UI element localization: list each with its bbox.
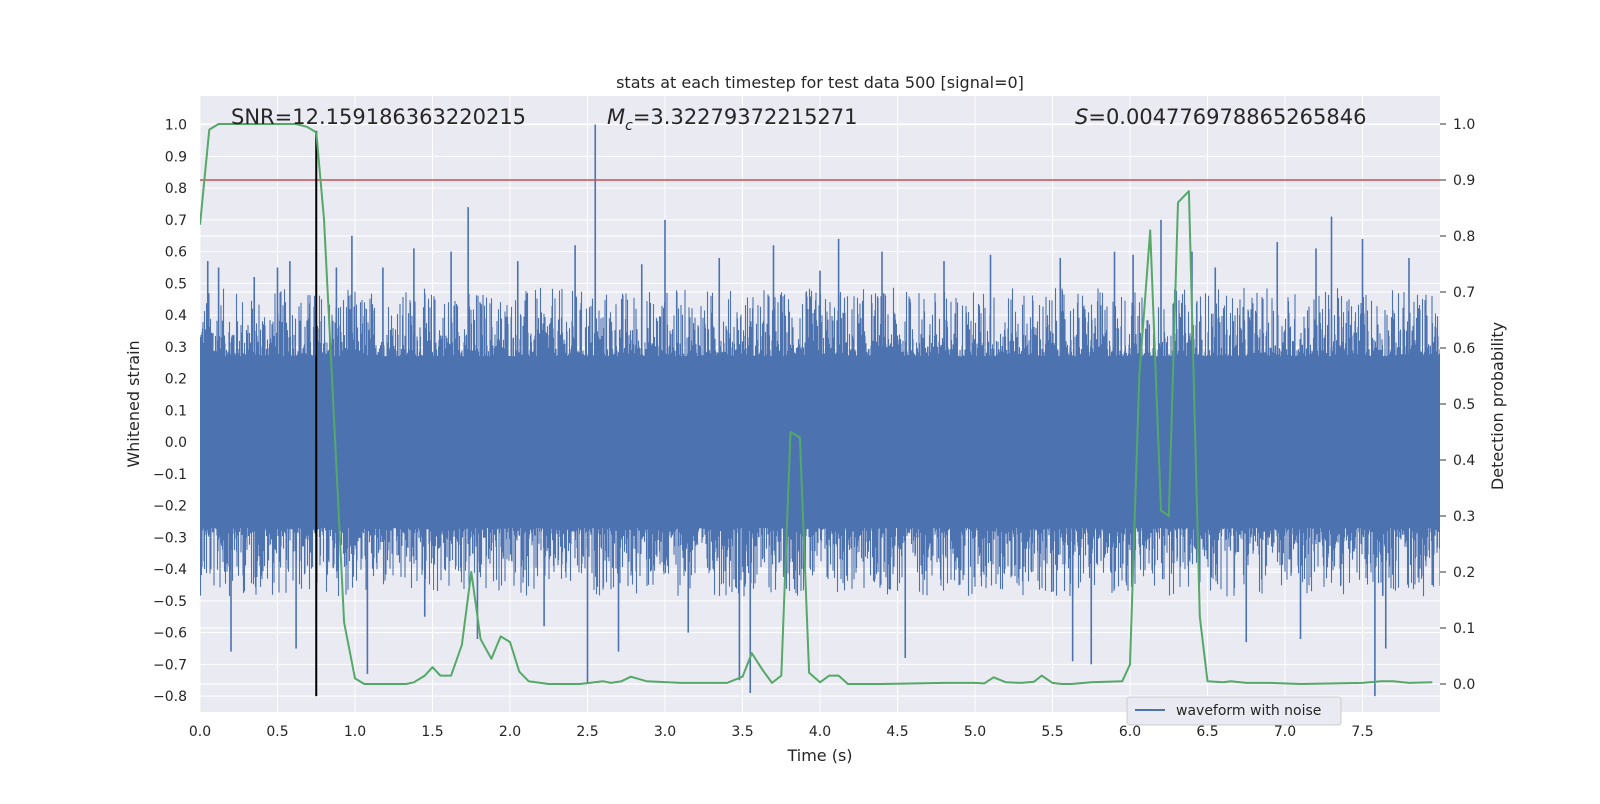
y-tick-label: 0.0: [165, 435, 187, 451]
x-tick-label: 4.5: [886, 724, 908, 740]
y-tick-label: 0.7: [165, 213, 187, 229]
x-tick-label: 5.0: [964, 724, 986, 740]
x-tick-label: 3.0: [654, 724, 676, 740]
y-tick-label: −0.2: [153, 499, 187, 515]
y-tick-label: 0.3: [165, 340, 187, 356]
y-ticks-left: 1.0 0.9 0.8 0.7 0.6 0.5 0.4 0.3 0.2 0.1 0.0 −0.1 −0.…: [153, 118, 187, 706]
x-tick-label: 1.0: [344, 724, 366, 740]
y-tick-label: 0.9: [165, 149, 187, 165]
x-tick-label: 3.5: [731, 724, 753, 740]
snr-annotation: SNR=12.159186363220215: [231, 105, 526, 129]
y2-tick-label: 0.4: [1453, 453, 1475, 469]
y-tick-label: 0.2: [165, 372, 187, 388]
s-annotation: S=0.004776978865265846: [1075, 105, 1366, 129]
y-tick-label: 1.0: [165, 118, 187, 134]
x-tick-label: 0.5: [266, 724, 288, 740]
legend-label: waveform with noise: [1176, 703, 1321, 719]
y-tick-label: −0.3: [153, 530, 187, 546]
y-tick-label: 0.1: [165, 403, 187, 419]
chirp-mass-subscript: c: [625, 118, 633, 134]
x-axis-label: Time (s): [786, 746, 852, 765]
s-symbol: S: [1075, 105, 1088, 129]
detection-probability-line: [200, 123, 1433, 685]
x-tick-label: 6.5: [1196, 724, 1218, 740]
y-tick-label: −0.8: [153, 689, 187, 705]
x-tick-label: 1.5: [421, 724, 443, 740]
chirp-mass-value: =3.32279372215271: [633, 105, 858, 129]
y-tick-label: 0.8: [165, 181, 187, 197]
x-ticks: 0.0 0.5 1.0 1.5 2.0 2.5 3.0 3.5 4.0 4.5 5.0 5.5 6.0 6…: [189, 724, 1374, 740]
y-tick-label: −0.5: [153, 594, 187, 610]
y2-tick-label: 0.7: [1453, 285, 1475, 301]
y2-tick-label: 0.8: [1453, 229, 1475, 245]
y2-tick-label: 0.1: [1453, 621, 1475, 637]
y-tick-label: 0.5: [165, 276, 187, 292]
x-tick-label: 6.0: [1119, 724, 1141, 740]
y-tick-label: 0.4: [165, 308, 187, 324]
y-tick-label: −0.6: [153, 626, 187, 642]
legend: waveform with noise: [1126, 696, 1342, 726]
y-tick-label: 0.6: [165, 245, 187, 261]
y-ticks-right: 1.0 0.9 0.8 0.7 0.6 0.5 0.4 0.3 0.2 0.1 0.0: [1440, 117, 1475, 693]
y2-tick-label: 1.0: [1453, 117, 1475, 133]
x-tick-label: 2.0: [499, 724, 521, 740]
data-layer: [200, 123, 1440, 697]
chart-title: stats at each timestep for test data 500…: [616, 73, 1024, 92]
y-axis-label: Whitened strain: [124, 340, 143, 467]
x-tick-label: 7.5: [1351, 724, 1373, 740]
y-tick-label: −0.7: [153, 657, 187, 673]
y2-axis-label: Detection probability: [1488, 322, 1507, 490]
x-tick-label: 7.0: [1274, 724, 1296, 740]
y2-tick-label: 0.9: [1453, 173, 1475, 189]
x-tick-label: 2.5: [576, 724, 598, 740]
waveform-with-noise-series: [200, 124, 1440, 697]
legend-box: [1126, 696, 1342, 726]
x-tick-label: 0.0: [189, 724, 211, 740]
y-tick-label: −0.4: [153, 562, 187, 578]
y2-tick-label: 0.3: [1453, 509, 1475, 525]
x-tick-label: 5.5: [1041, 724, 1063, 740]
y2-tick-label: 0.2: [1453, 565, 1475, 581]
y2-tick-label: 0.5: [1453, 397, 1475, 413]
x-tick-label: 4.0: [809, 724, 831, 740]
chirp-mass-symbol: M: [607, 105, 625, 129]
s-value: =0.004776978865265846: [1088, 105, 1366, 129]
chirp-mass-annotation: Mc=3.32279372215271: [607, 105, 858, 134]
y2-tick-label: 0.6: [1453, 341, 1475, 357]
y2-tick-label: 0.0: [1453, 677, 1475, 693]
y-tick-label: −0.1: [153, 467, 187, 483]
